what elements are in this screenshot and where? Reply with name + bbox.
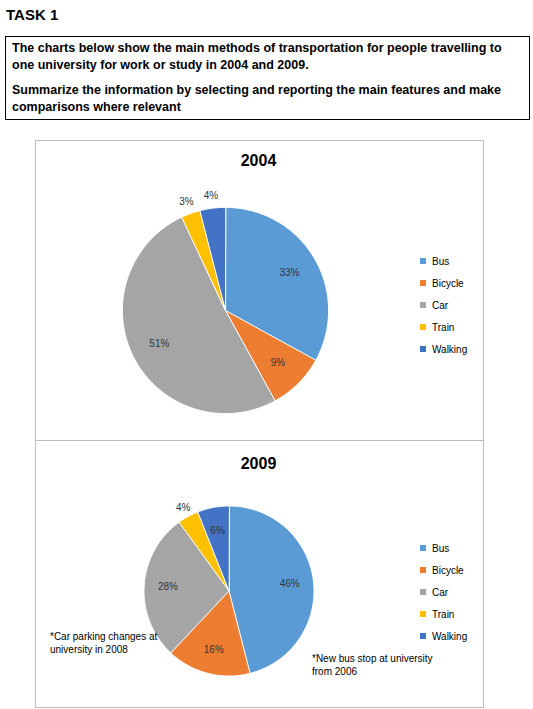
html-text:Summarize the information by s: Summarize the information by selecting a…: [12, 83, 501, 114]
html-text:Bicycle: Bicycle: [432, 564, 464, 576]
html-text:*Car parking changes at univer: *Car parking changes at university in 20…: [50, 631, 158, 655]
svg-text:6%: 6%: [210, 525, 225, 536]
html-text:Walking: Walking: [432, 343, 468, 355]
html-text:Bus: Bus: [432, 255, 450, 267]
html-text:Car: Car: [432, 299, 449, 311]
svg-text:4%: 4%: [204, 190, 219, 201]
html-text:*New bus stop at university fr: *New bus stop at university from 2006: [312, 653, 433, 677]
html-text:The charts below show the main: The charts below show the main methods o…: [12, 41, 502, 72]
svg-text:16%: 16%: [203, 644, 223, 655]
html-text:Train: Train: [432, 321, 455, 333]
svg-text:9%: 9%: [271, 357, 286, 368]
svg-text:46%: 46%: [279, 577, 299, 588]
html-text:Bicycle: Bicycle: [432, 277, 464, 289]
svg-text:33%: 33%: [279, 267, 299, 278]
html-text:Bus: Bus: [432, 542, 450, 554]
html-text:Train: Train: [432, 608, 455, 620]
svg-text:51%: 51%: [149, 338, 169, 349]
html-text:2004: 2004: [240, 152, 277, 169]
html-text:TASK 1: TASK 1: [6, 6, 59, 23]
html-text:2009: 2009: [240, 455, 277, 472]
html-text:Car: Car: [432, 586, 449, 598]
svg-text:28%: 28%: [157, 581, 177, 592]
svg-text:3%: 3%: [179, 196, 194, 207]
svg-text:4%: 4%: [175, 501, 190, 512]
html-text:Walking: Walking: [432, 630, 468, 642]
